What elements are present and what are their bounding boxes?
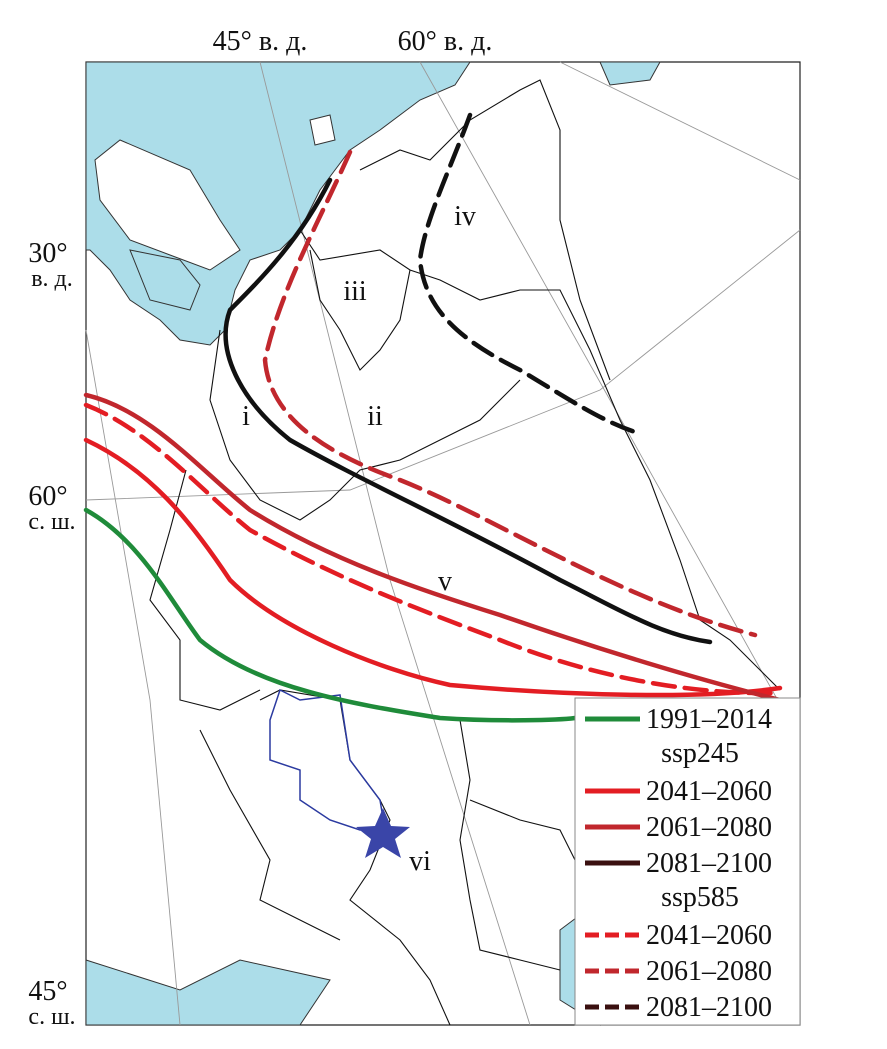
border: [459, 719, 561, 971]
parallel: [559, 61, 801, 181]
region-label: vi: [409, 846, 431, 877]
isoline: [223, 177, 713, 645]
graticule-suffix: с. ш.: [28, 1004, 75, 1030]
border: [359, 79, 611, 381]
region-label: i: [242, 401, 250, 432]
region-label: v: [438, 566, 452, 597]
isolines: [83, 112, 783, 723]
isoline: [83, 507, 578, 723]
border: [149, 469, 261, 711]
border: [469, 799, 576, 861]
graticule-degree: 30°: [28, 238, 67, 269]
legend-label: 2061–2080: [646, 956, 772, 987]
graticule-degree: 60°: [28, 481, 67, 512]
meridian: [419, 61, 801, 741]
land-kola: [94, 139, 241, 271]
meridian-label: 45° в. д.: [213, 26, 308, 57]
site-star: [356, 808, 410, 858]
sea-black: [85, 959, 331, 1026]
border: [299, 229, 781, 691]
graticule-suffix: с. ш.: [28, 509, 75, 535]
sea-white: [129, 249, 201, 311]
legend-label: 2081–2100: [646, 992, 772, 1023]
graticule-suffix: в. д.: [31, 266, 73, 292]
legend-label: 2041–2060: [646, 920, 772, 951]
region-label: iii: [343, 276, 367, 307]
border: [209, 329, 521, 521]
isoline: [83, 437, 783, 698]
legend-label: 2061–2080: [646, 812, 772, 843]
isoline: [83, 402, 783, 696]
border: [199, 729, 341, 941]
meridian-label: 60° в. д.: [398, 26, 493, 57]
legend-label: 1991–2014: [646, 704, 772, 735]
isoline: [83, 392, 783, 703]
border: [309, 249, 411, 371]
admin-borders: [149, 79, 781, 1026]
island: [309, 114, 336, 146]
legend-label: 2041–2060: [646, 776, 772, 807]
isoline: [417, 112, 638, 435]
isoline: [262, 149, 758, 638]
sea-kara: [599, 61, 661, 86]
parallel: [85, 229, 801, 501]
labels: 45° в. д. 60° в. д.30°в. д.60°с. ш.45°с. …: [28, 26, 492, 1030]
region-label: iv: [454, 201, 476, 232]
legend-heading: ssp245: [661, 738, 739, 769]
legend-label: 2081–2100: [646, 848, 772, 879]
legend-heading: ssp585: [661, 882, 739, 913]
graticule-degree: 45°: [28, 976, 67, 1007]
region-label: ii: [367, 401, 383, 432]
